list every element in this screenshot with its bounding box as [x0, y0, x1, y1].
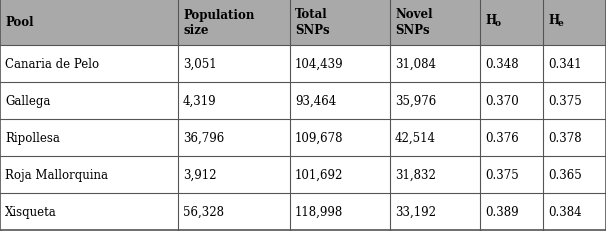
- Bar: [0, 119, 606, 156]
- Text: o: o: [495, 19, 501, 28]
- Text: Population
size: Population size: [183, 9, 255, 37]
- Text: 3,051: 3,051: [183, 58, 216, 71]
- Text: 0.378: 0.378: [548, 131, 582, 144]
- Text: 0.341: 0.341: [548, 58, 582, 71]
- Text: 31,084: 31,084: [395, 58, 436, 71]
- Text: 4,319: 4,319: [183, 94, 216, 108]
- Text: 101,692: 101,692: [295, 168, 344, 181]
- Text: Canaria de Pelo: Canaria de Pelo: [5, 58, 99, 71]
- Text: 0.384: 0.384: [548, 205, 582, 218]
- Text: 3,912: 3,912: [183, 168, 216, 181]
- Text: H: H: [548, 13, 559, 26]
- Text: 33,192: 33,192: [395, 205, 436, 218]
- Text: 36,796: 36,796: [183, 131, 224, 144]
- Text: 0.375: 0.375: [485, 168, 519, 181]
- Text: Roja Mallorquina: Roja Mallorquina: [5, 168, 108, 181]
- Text: Novel
SNPs: Novel SNPs: [395, 9, 433, 37]
- Text: 0.389: 0.389: [485, 205, 519, 218]
- Bar: [0, 156, 606, 193]
- Text: Gallega: Gallega: [5, 94, 50, 108]
- Bar: [0, 0, 606, 46]
- Text: 0.375: 0.375: [548, 94, 582, 108]
- Text: 0.348: 0.348: [485, 58, 519, 71]
- Text: Ripollesa: Ripollesa: [5, 131, 60, 144]
- Text: 0.365: 0.365: [548, 168, 582, 181]
- Bar: [0, 46, 606, 83]
- Text: e: e: [558, 19, 564, 28]
- Text: Total
SNPs: Total SNPs: [295, 9, 330, 37]
- Bar: [0, 83, 606, 119]
- Text: 93,464: 93,464: [295, 94, 336, 108]
- Text: 31,832: 31,832: [395, 168, 436, 181]
- Text: Xisqueta: Xisqueta: [5, 205, 57, 218]
- Text: 118,998: 118,998: [295, 205, 343, 218]
- Text: H: H: [485, 13, 496, 26]
- Text: Pool: Pool: [5, 16, 33, 29]
- Text: 56,328: 56,328: [183, 205, 224, 218]
- Text: 104,439: 104,439: [295, 58, 344, 71]
- Text: 42,514: 42,514: [395, 131, 436, 144]
- Text: 0.376: 0.376: [485, 131, 519, 144]
- Text: 109,678: 109,678: [295, 131, 344, 144]
- Text: 0.370: 0.370: [485, 94, 519, 108]
- Text: 35,976: 35,976: [395, 94, 436, 108]
- Bar: [0, 193, 606, 230]
